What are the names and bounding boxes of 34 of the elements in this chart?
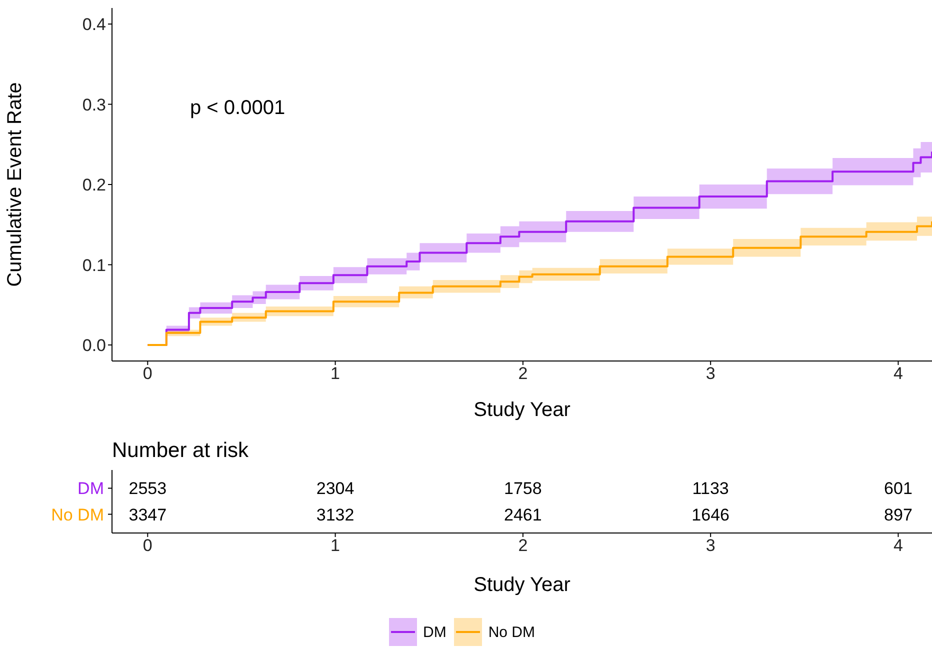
x-tick-label: 1 [330,364,340,384]
x-tick-label: 2 [518,364,528,384]
x-axis-title: Study Year [474,574,571,596]
x-tick-label: 1 [330,536,340,556]
data-label: 2304 [316,479,354,498]
data-label: 2553 [128,479,167,498]
legend-label: DM [423,624,446,640]
data-label: 601 [884,479,912,498]
y-tick-label: 0.4 [82,15,106,34]
data-label: 1758 [504,479,542,498]
y-tick-label: No DM [51,505,104,524]
data-label: 2461 [504,505,542,524]
y-tick-label: 0.2 [82,176,106,195]
x-tick-label: 0 [142,536,152,556]
data-label: 897 [884,505,912,524]
data-label: 3132 [316,505,354,524]
data-label: 1133 [692,479,729,498]
y-tick-label: 0.1 [82,256,106,275]
y-axis-title: Cumulative Event Rate [4,82,26,287]
x-tick-label: 3 [706,364,716,384]
x-tick-label: 4 [893,536,903,556]
data-label: 1646 [692,505,730,524]
y-tick-label: 0.0 [82,336,106,355]
x-tick-label: 0 [142,364,152,384]
annotation: p < 0.0001 [190,97,286,119]
x-tick-label: 4 [893,364,903,384]
x-tick-label: 3 [706,536,716,556]
x-tick-label: 2 [518,536,528,556]
data-label: 3347 [128,505,167,524]
x-axis-title: Study Year [474,399,571,421]
legend-label: No DM [488,624,535,640]
y-tick-label: 0.3 [82,95,106,114]
chart-title: Number at risk [112,439,250,462]
y-tick-label: DM [78,479,104,498]
